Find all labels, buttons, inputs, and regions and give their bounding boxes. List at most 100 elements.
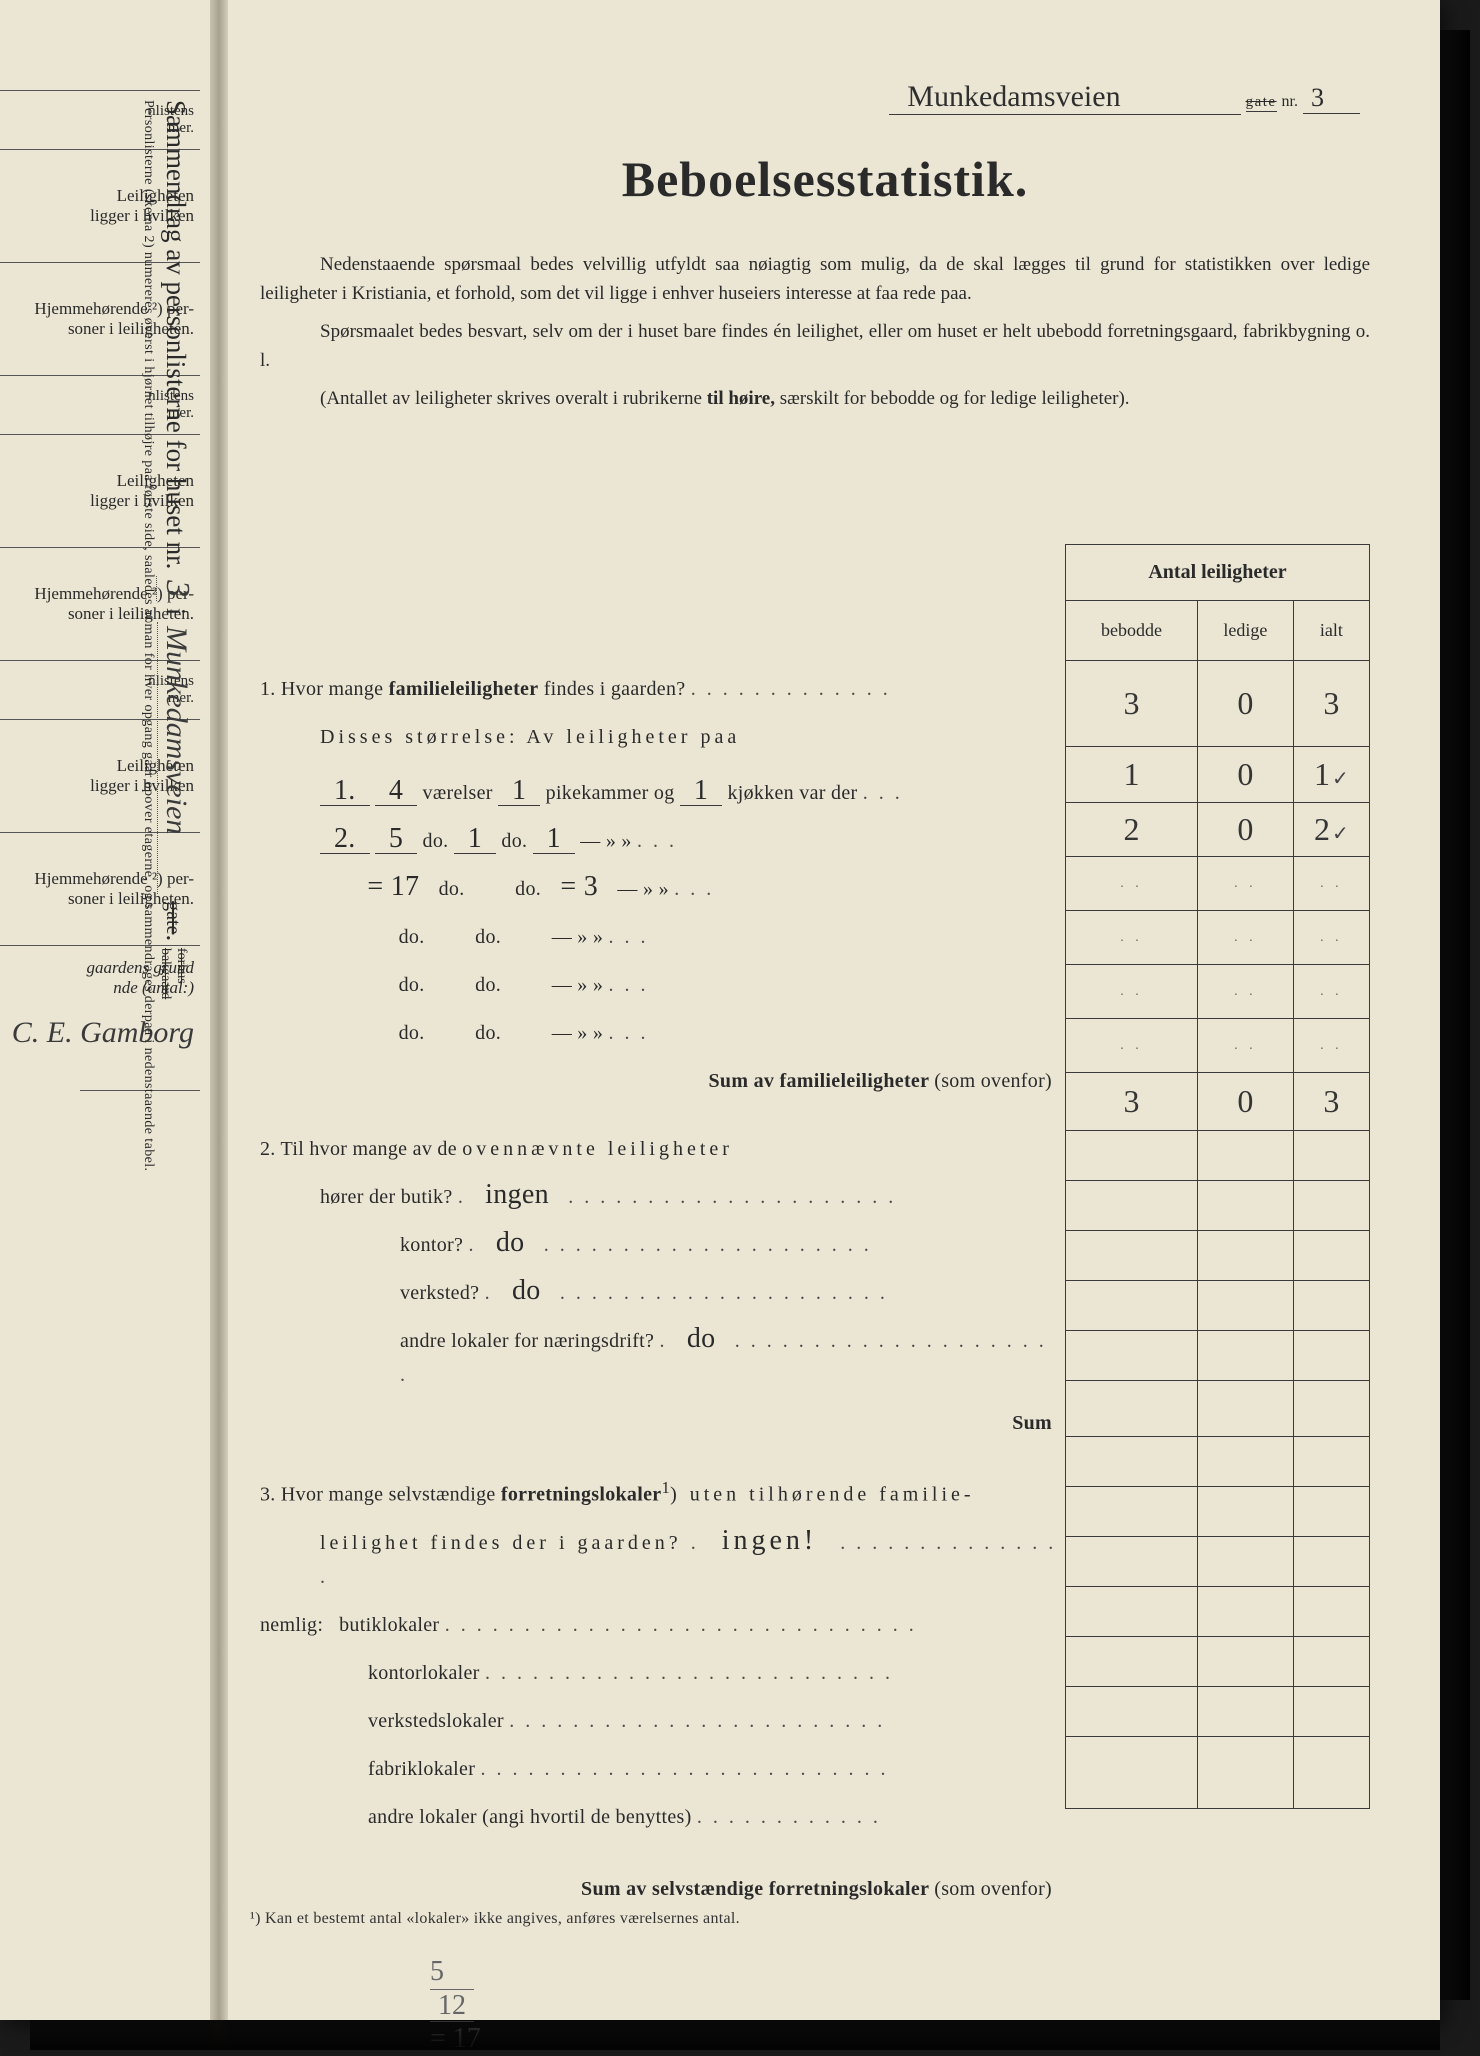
q-text: 3. Hvor mange selvstændige: [260, 1484, 501, 1506]
row-index: 2.: [320, 825, 370, 854]
table-cell: [1198, 1487, 1294, 1537]
table-row: . .. .. .: [1066, 965, 1370, 1019]
table-row: [1066, 1181, 1370, 1231]
dot-leader: . . . . . . . . . . . . . . . . . . . . …: [568, 1186, 896, 1208]
q3-item-row: andre lokaler (angi hvortil de benyttes)…: [368, 1800, 1060, 1834]
table-cell: [1198, 1537, 1294, 1587]
item-label: verksted?: [400, 1282, 479, 1304]
table-cell: [1066, 1537, 1198, 1587]
label: kjøkken var der: [727, 782, 857, 804]
q3-line-2: leilighet findes der i gaarden? . ingen!…: [320, 1526, 1060, 1594]
q1-size-row: do. do. — » » . . .: [320, 968, 1060, 1002]
table-cell: [1066, 1587, 1198, 1637]
item-label: andre lokaler (angi hvortil de benyttes): [368, 1806, 692, 1828]
table-cell: . .: [1066, 857, 1198, 911]
dot-leader: . . . . . . . . . . . . . . . . . . . . …: [560, 1282, 888, 1304]
table-cell: 2✓: [1293, 803, 1369, 857]
table-cell: . .: [1198, 1019, 1294, 1073]
summary-forhus: forhus: [174, 948, 189, 984]
table-cell: . .: [1293, 911, 1369, 965]
table-cell: [1293, 1737, 1369, 1809]
table-cell: [1293, 1687, 1369, 1737]
vertical-note-text: Personlisterne (skema 2) numereres øvers…: [140, 100, 156, 1171]
table-row: 202✓: [1066, 803, 1370, 857]
table-cell: [1293, 1587, 1369, 1637]
table-cell: . .: [1293, 965, 1369, 1019]
table-cell: 0: [1198, 747, 1294, 803]
label: do.: [423, 830, 449, 852]
q3-item-row: verkstedslokaler . . . . . . . . . . . .…: [368, 1704, 1060, 1738]
q2-sum: Sum: [260, 1406, 1060, 1440]
table-cell: . .: [1198, 965, 1294, 1019]
dot-leader: .: [458, 1186, 466, 1208]
dot-leader: . . .: [609, 1022, 649, 1044]
table-cell: [1066, 1437, 1198, 1487]
rooms-value: 4: [375, 777, 417, 806]
sum-note: (som ovenfor): [934, 1070, 1052, 1092]
label: do.: [515, 878, 541, 900]
item-label: butiklokaler: [339, 1614, 439, 1636]
table-row: 303: [1066, 1073, 1370, 1131]
dot-leader: . . . . . . . . . . . .: [697, 1806, 881, 1828]
table-cell: 0: [1198, 1073, 1294, 1131]
dot-leader: . . .: [609, 926, 649, 948]
table-cell: [1066, 1281, 1198, 1331]
intro-paragraph-3: (Antallet av leiligheter skrives overalt…: [260, 384, 1370, 413]
q1-line: 1. Hvor mange familieleiligheter findes …: [260, 672, 1060, 706]
label: — » »: [552, 926, 604, 948]
dot-leader: . . . . . . . . . . . . . . . . . . . . …: [544, 1234, 872, 1256]
table-row: [1066, 1381, 1370, 1437]
vertical-note-column: Personlisterne (skema 2) numereres øvers…: [130, 100, 160, 1620]
table-cell: [1066, 1181, 1198, 1231]
dot-leader: . . . . . . . . . . . . . . . . . . . . …: [509, 1710, 885, 1732]
table-cell: 3: [1293, 1073, 1369, 1131]
intro-paragraph-2: Spørsmaalet bedes besvart, selv om der i…: [260, 317, 1370, 376]
q1-sub: Disses størrelse: Av leiligheter paa: [320, 720, 1060, 754]
table-cell: [1198, 1331, 1294, 1381]
col-header: bebodde: [1066, 601, 1198, 661]
table-cell: [1293, 1281, 1369, 1331]
checkmark-icon: ✓: [1332, 823, 1349, 845]
table-cell: [1293, 1437, 1369, 1487]
q-text: leilighet findes der i gaarden?: [320, 1532, 682, 1554]
item-value: do: [498, 1277, 555, 1305]
kitchen-value: = 3: [546, 873, 612, 901]
q3-item-row: fabriklokaler . . . . . . . . . . . . . …: [368, 1752, 1060, 1786]
table-cell: [1198, 1231, 1294, 1281]
label: pikekammer og: [546, 782, 675, 804]
table-cell: 1: [1066, 747, 1198, 803]
table-cell: [1066, 1231, 1198, 1281]
table-row: 303: [1066, 661, 1370, 747]
document-page: nlistens mer. Leiligheten ligger i hvilk…: [0, 0, 1440, 2020]
table-cell: . .: [1293, 857, 1369, 911]
kitchen-value: 1: [533, 825, 575, 854]
item-label: fabriklokaler: [368, 1758, 475, 1780]
q1-sum: Sum av familieleiligheter (som ovenfor): [260, 1064, 1060, 1098]
dot-leader: . . .: [637, 830, 677, 852]
label: — » »: [580, 830, 632, 852]
table-row: [1066, 1231, 1370, 1281]
table-cell: [1293, 1231, 1369, 1281]
q-bold: familieleiligheter: [389, 678, 539, 700]
q-text: 1. Hvor mange: [260, 678, 389, 700]
hw-number: 5: [430, 1956, 444, 1987]
pike-value: 1: [454, 825, 496, 854]
dot-leader: . . . . . . . . . . . . . . . . . . . . …: [445, 1614, 917, 1636]
dot-leader: . . .: [863, 782, 903, 804]
intro-text: særskilt for bebodde og for ledige leili…: [775, 388, 1130, 409]
questions-block: 1. Hvor mange familieleiligheter findes …: [260, 672, 1060, 1920]
q2-item-row: verksted? . do . . . . . . . . . . . . .…: [400, 1276, 1060, 1310]
item-label: kontor?: [400, 1234, 463, 1256]
dot-leader: .: [691, 1532, 699, 1554]
summary-label: i: [161, 608, 191, 616]
table-cell: [1066, 1737, 1198, 1809]
item-value: ingen: [471, 1181, 563, 1209]
rooms-value: = 17: [353, 873, 433, 901]
q1-size-row: do. do. — » » . . .: [320, 1016, 1060, 1050]
label: do.: [501, 830, 527, 852]
label: do.: [399, 974, 425, 996]
item-label: hører der butik?: [320, 1186, 453, 1208]
table-row: 101✓: [1066, 747, 1370, 803]
label: — » »: [617, 878, 669, 900]
item-label: andre lokaler for næringsdrift?: [400, 1330, 654, 1352]
